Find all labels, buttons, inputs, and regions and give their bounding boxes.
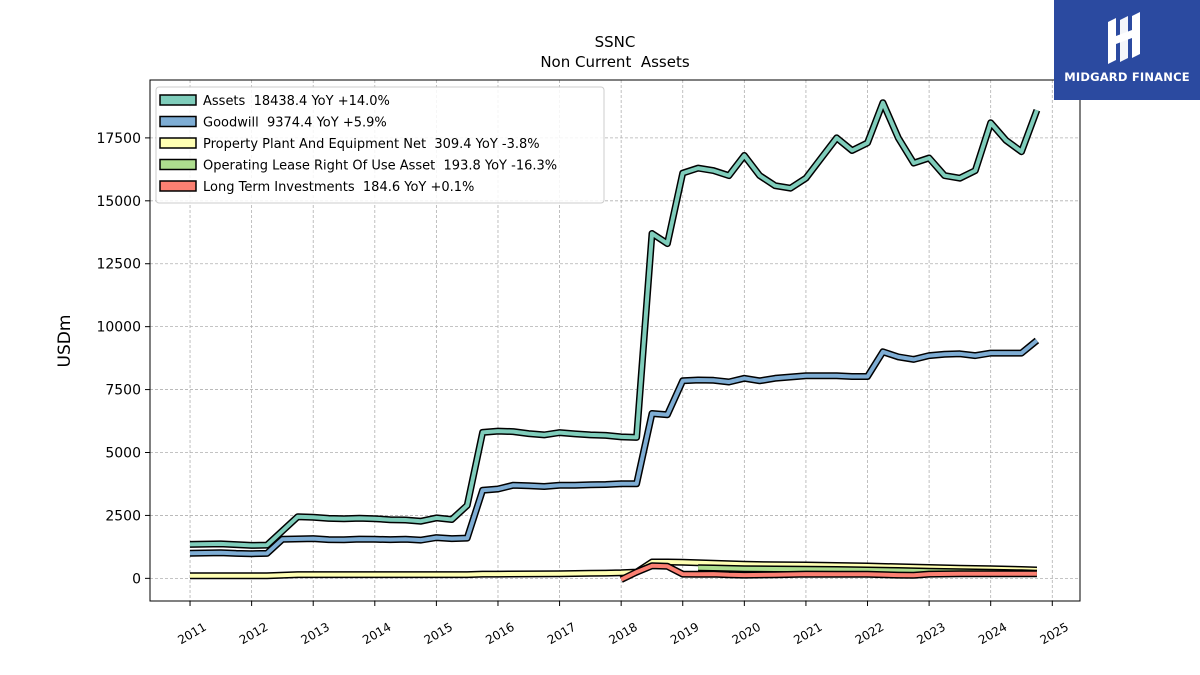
x-tick-label: 2016 [483,620,516,647]
y-tick-label: 17500 [96,131,141,147]
legend-label-0: Assets 18438.4 YoY +14.0% [203,94,390,109]
brand-name: MIDGARD FINANCE [1064,70,1190,84]
x-axis: 2011 2012 2013 2014 2015 2016 2017 2018 2019 2020… [175,601,1071,647]
x-tick-label: 2018 [606,620,639,647]
series-lines [189,99,1041,583]
series-line-1 [189,338,1039,556]
x-tick-label: 2022 [853,620,886,647]
legend-label-4: Long Term Investments 184.6 YoY +0.1% [203,180,474,195]
x-tick-label: 2019 [668,620,701,647]
chart-title: SSNC [595,33,636,51]
legend-label-2: Property Plant And Equipment Net 309.4 Y… [203,137,540,152]
y-tick-label: 10000 [96,320,141,336]
y-tick-label: 7500 [105,383,141,399]
y-tick-label: 2500 [105,508,141,524]
y-axis-label: USDm [55,315,75,368]
series-line-4 [620,563,1037,582]
y-tick-label: 12500 [96,257,141,273]
series-line-0 [189,100,1039,548]
plot-frame [149,79,1081,602]
x-tick-label: 2021 [791,620,824,647]
legend: Assets 18438.4 YoY +14.0% Goodwill 9374.4… [155,86,605,204]
x-tick-label: 2025 [1038,620,1071,647]
legend-swatch-4 [159,180,197,192]
x-tick-label: 2024 [976,620,1009,647]
x-tick-label: 2013 [298,620,331,647]
legend-swatch-1 [159,115,197,128]
x-tick-label: 2015 [422,620,455,647]
x-tick-label: 2014 [360,620,393,647]
x-tick-label: 2017 [545,620,578,647]
x-tick-label: 2012 [237,620,270,647]
y-tick-label: 5000 [105,446,141,462]
legend-swatch-3 [159,158,197,171]
legend-label-3: Operating Lease Right Of Use Asset 193.8… [203,159,557,174]
x-tick-label: 2011 [175,620,208,647]
x-tick-label: 2023 [914,620,947,647]
brand-logo: MIDGARD FINANCE [1054,0,1200,100]
legend-label-1: Goodwill 9374.4 YoY +5.9% [203,116,387,131]
y-axis: 0 2500 5000 7500 10000 12500 15000 17500 [96,131,150,587]
chart-subtitle: Non Current Assets [540,53,690,71]
series-outline-1 [189,337,1040,558]
legend-swatch-2 [159,137,197,149]
x-tick-label: 2020 [730,620,763,647]
midgard-logo-icon [1108,12,1140,64]
legend-box [155,86,605,204]
legend-swatch-0 [159,94,197,106]
y-tick-label: 15000 [96,194,141,210]
y-tick-label: 0 [132,571,141,587]
